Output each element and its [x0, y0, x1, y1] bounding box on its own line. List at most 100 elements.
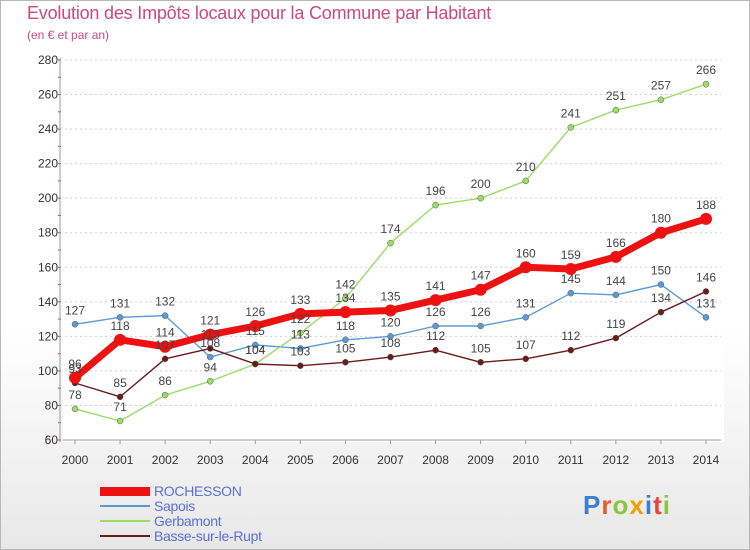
data-label: 78 [68, 388, 82, 402]
data-label: 115 [246, 324, 265, 338]
logo-letter: i [662, 490, 671, 520]
data-label: 104 [245, 343, 265, 357]
data-point [161, 355, 169, 363]
data-label: 103 [290, 345, 310, 359]
data-label: 133 [290, 293, 310, 307]
proxiti-logo: Proxiti [583, 490, 671, 521]
data-point [564, 263, 577, 275]
y-tick-label: 280 [38, 53, 58, 67]
data-point [161, 391, 169, 399]
data-label: 118 [336, 319, 355, 333]
data-label: 146 [696, 270, 716, 284]
data-label: 142 [335, 277, 355, 291]
plot-area [63, 58, 724, 442]
data-point [702, 288, 710, 295]
chart-legend: ROCHESSON Sapois Gerbamont Basse-sur-le-Rup… [100, 484, 262, 544]
data-point [657, 308, 665, 316]
data-point [116, 417, 124, 425]
legend-label: ROCHESSON [154, 483, 242, 499]
x-tick-label: 2005 [287, 453, 314, 467]
x-tick-label: 2013 [648, 453, 675, 467]
x-tick-label: 2009 [467, 453, 494, 467]
data-point [567, 289, 575, 297]
data-point [522, 177, 529, 185]
logo-letter: t [653, 490, 663, 520]
data-label: 159 [561, 248, 581, 262]
data-label: 147 [471, 269, 491, 283]
data-point [612, 106, 620, 114]
data-point [384, 304, 397, 317]
legend-swatch [100, 505, 150, 507]
y-tick-label: 240 [38, 122, 58, 136]
data-point [206, 345, 214, 352]
data-point [567, 124, 575, 131]
data-label: 107 [155, 338, 175, 352]
data-label: 107 [516, 338, 536, 352]
data-point [204, 328, 217, 341]
data-label: 105 [335, 341, 355, 355]
data-point [432, 346, 439, 354]
data-label: 113 [291, 327, 310, 341]
data-label: 126 [245, 305, 265, 319]
data-point [342, 336, 349, 344]
data-point [116, 314, 124, 321]
data-point [702, 80, 710, 88]
legend-label: Basse-sur-le-Rupt [154, 528, 262, 544]
data-point [342, 295, 349, 302]
data-label: 134 [335, 291, 355, 305]
data-label: 160 [516, 246, 536, 260]
data-label: 112 [426, 329, 445, 343]
data-label: 86 [158, 374, 172, 388]
legend-label: Sapois [154, 498, 196, 514]
y-tick-label: 80 [45, 398, 59, 412]
data-point [477, 322, 484, 330]
data-point [71, 405, 79, 413]
y-tick-label: 120 [38, 329, 58, 343]
data-label: 134 [651, 291, 671, 305]
data-point [252, 360, 259, 368]
series-sapois [71, 281, 710, 361]
y-tick-label: 60 [45, 433, 59, 447]
data-point [294, 307, 307, 320]
logo-letter: r [601, 490, 613, 520]
data-point [161, 312, 169, 319]
y-tick-label: 140 [38, 295, 58, 309]
data-point [69, 371, 81, 384]
data-point [474, 283, 487, 296]
y-tick-label: 180 [38, 226, 58, 240]
data-label: 112 [561, 329, 580, 343]
data-label: 166 [606, 236, 626, 250]
x-tick-label: 2004 [242, 453, 269, 467]
data-point [297, 345, 304, 352]
chart-subtitle: (en € et par an) [27, 28, 110, 42]
legend-swatch [100, 520, 150, 522]
data-point [342, 359, 349, 366]
x-tick-label: 2003 [197, 453, 224, 467]
legend-item: ROCHESSON [100, 484, 262, 499]
y-tick-label: 200 [38, 191, 58, 205]
data-label: 113 [201, 327, 220, 341]
data-label: 114 [156, 326, 175, 340]
legend-swatch [100, 487, 150, 496]
data-label: 126 [426, 305, 446, 319]
legend-item: Sapois [100, 499, 262, 514]
data-label: 122 [290, 312, 310, 326]
data-point [432, 322, 439, 330]
data-point [71, 321, 79, 328]
data-label: 131 [696, 296, 716, 310]
y-tick-label: 100 [38, 364, 58, 378]
data-label: 145 [561, 272, 581, 286]
data-label: 131 [516, 296, 536, 310]
data-point [297, 362, 304, 369]
data-point [657, 281, 665, 288]
data-label: 119 [606, 317, 625, 331]
data-point [339, 306, 352, 319]
data-point [522, 314, 529, 321]
data-point [702, 314, 710, 321]
data-label: 141 [426, 279, 446, 293]
data-label: 132 [155, 295, 175, 309]
data-label: 188 [696, 198, 716, 212]
data-point [116, 393, 124, 401]
data-label: 93 [68, 362, 82, 376]
legend-item: Basse-sur-le-Rupt [100, 529, 262, 544]
